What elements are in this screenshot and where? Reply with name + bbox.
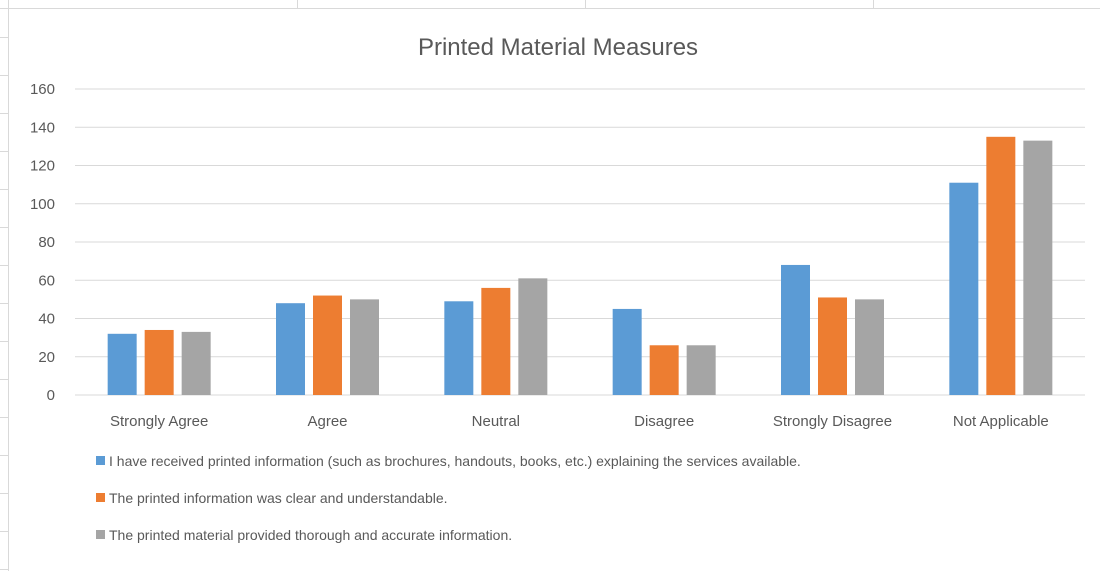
bar-series-2-neutral <box>481 287 511 395</box>
spreadsheet-row-tick <box>0 455 8 456</box>
legend-swatch <box>96 493 105 502</box>
bar-series-3-agree <box>350 299 379 395</box>
x-tick-label: Not Applicable <box>953 413 1049 430</box>
spreadsheet-row-tick <box>0 341 8 342</box>
y-tick-label: 60 <box>38 272 55 289</box>
x-tick-label: Agree <box>307 413 347 430</box>
bar-series-1-agree <box>276 303 305 395</box>
spreadsheet-column-header-border <box>0 0 1100 9</box>
spreadsheet-row-tick <box>0 113 8 114</box>
legend-entry-label: The printed material provided thorough a… <box>109 527 512 543</box>
chart-title: Printed Material Measures <box>418 34 698 61</box>
bar-series-1-disagree <box>612 308 642 395</box>
y-tick-label: 0 <box>47 387 55 404</box>
bar-series-3-neutral <box>518 278 548 395</box>
x-tick-label: Strongly Disagree <box>773 413 892 430</box>
spreadsheet-row-tick <box>0 265 8 266</box>
spreadsheet-column-separator <box>585 0 586 8</box>
bar-series-1-neutral <box>444 301 474 395</box>
bars <box>107 136 1053 395</box>
legend-entry-label: The printed information was clear and un… <box>109 490 448 506</box>
bar-series-2-not-applicable <box>986 136 1016 395</box>
spreadsheet-row-header-border <box>8 0 9 571</box>
x-axis-tick-labels: Strongly Agree Agree Neutral Disagree Strong… <box>110 413 1049 430</box>
y-tick-label: 120 <box>30 158 55 175</box>
legend-swatch <box>96 530 105 539</box>
bar-series-1-strongly-disagree <box>781 264 810 395</box>
bar-series-3-strongly-disagree <box>855 299 884 395</box>
gridlines <box>75 88 1085 396</box>
x-tick-label: Disagree <box>634 413 694 430</box>
spreadsheet-row-tick <box>0 303 8 304</box>
y-tick-label: 140 <box>30 119 55 136</box>
spreadsheet-row-tick <box>0 151 8 152</box>
y-tick-label: 160 <box>30 81 55 98</box>
bar-series-2-strongly-disagree <box>818 297 847 395</box>
y-tick-label: 100 <box>30 196 55 213</box>
y-axis-tick-labels: 0 20 40 60 80 100 120 140 160 <box>30 81 55 404</box>
y-tick-label: 80 <box>38 234 55 251</box>
bar-series-3-strongly-agree <box>181 331 211 395</box>
y-tick-label: 20 <box>38 349 55 366</box>
bar-series-2-agree <box>313 295 342 395</box>
x-tick-label: Strongly Agree <box>110 413 208 430</box>
x-tick-label: Neutral <box>472 413 520 430</box>
legend: I have received printed information (suc… <box>96 453 801 543</box>
bar-series-2-strongly-agree <box>144 329 174 395</box>
spreadsheet-row-tick <box>0 493 8 494</box>
spreadsheet-row-tick <box>0 37 8 38</box>
spreadsheet-row-tick <box>0 227 8 228</box>
legend-swatch <box>96 456 105 465</box>
spreadsheet-row-tick <box>0 75 8 76</box>
bar-series-1-not-applicable <box>949 182 979 395</box>
bar-series-3-not-applicable <box>1023 140 1053 395</box>
y-tick-label: 40 <box>38 311 55 328</box>
spreadsheet-row-tick <box>0 417 8 418</box>
legend-entry-label: I have received printed information (suc… <box>109 453 801 469</box>
spreadsheet-row-tick <box>0 531 8 532</box>
bar-series-3-disagree <box>686 345 716 395</box>
spreadsheet-column-separator <box>873 0 874 8</box>
spreadsheet-row-tick <box>0 379 8 380</box>
spreadsheet-row-tick <box>0 569 8 570</box>
bar-series-1-strongly-agree <box>107 333 137 395</box>
spreadsheet-column-separator <box>297 0 298 8</box>
spreadsheet-row-tick <box>0 189 8 190</box>
bar-series-2-disagree <box>649 345 679 395</box>
